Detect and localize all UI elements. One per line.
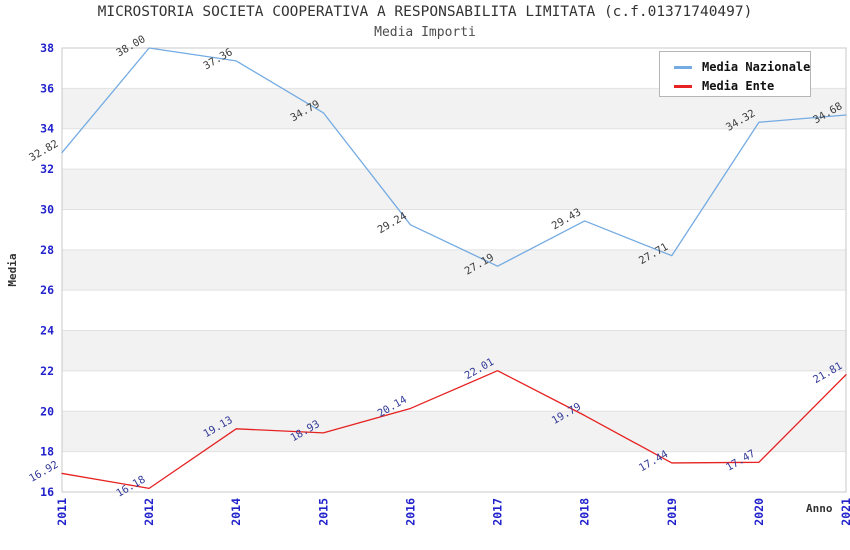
legend-item-media-ente: Media Ente: [674, 78, 810, 94]
svg-text:18: 18: [40, 445, 54, 459]
svg-text:2020: 2020: [752, 498, 766, 526]
red-line-swatch-icon: [674, 84, 692, 88]
chart-title: MICROSTORIA SOCIETA COOPERATIVA A RESPON…: [97, 4, 753, 20]
svg-text:2015: 2015: [316, 498, 330, 526]
svg-text:36: 36: [40, 81, 54, 95]
svg-text:16: 16: [40, 485, 54, 499]
svg-text:2016: 2016: [403, 498, 417, 526]
legend-label-media-ente: Media Ente: [702, 79, 775, 93]
legend-label-media-nazionale: Media Nazionale: [702, 60, 811, 74]
svg-text:30: 30: [40, 202, 54, 216]
svg-text:2012: 2012: [142, 498, 156, 526]
svg-text:24: 24: [40, 324, 54, 338]
svg-text:2017: 2017: [491, 498, 505, 526]
svg-text:37.36: 37.36: [201, 46, 234, 72]
legend-item-media-nazionale: Media Nazionale: [674, 59, 810, 75]
svg-text:28: 28: [40, 243, 54, 257]
svg-text:2011: 2011: [55, 498, 69, 526]
x-axis-title: Anno: [806, 502, 833, 515]
svg-text:22: 22: [40, 364, 54, 378]
svg-text:29.43: 29.43: [550, 206, 583, 232]
chart-subtitle: Media Importi: [374, 25, 476, 40]
svg-text:26: 26: [40, 283, 54, 297]
svg-text:2021: 2021: [839, 498, 850, 526]
svg-text:32: 32: [40, 162, 54, 176]
svg-text:29.24: 29.24: [376, 210, 409, 236]
svg-text:38: 38: [40, 41, 54, 55]
svg-text:2019: 2019: [665, 498, 679, 526]
svg-text:16.92: 16.92: [27, 459, 60, 485]
legend: Media Nazionale Media Ente: [659, 51, 811, 97]
svg-text:16.18: 16.18: [114, 474, 147, 500]
svg-text:34: 34: [40, 122, 54, 136]
blue-line-swatch-icon: [674, 65, 692, 69]
svg-text:2018: 2018: [578, 498, 592, 526]
svg-text:2014: 2014: [229, 498, 243, 526]
svg-text:20: 20: [40, 404, 54, 418]
svg-text:32.82: 32.82: [27, 138, 60, 164]
